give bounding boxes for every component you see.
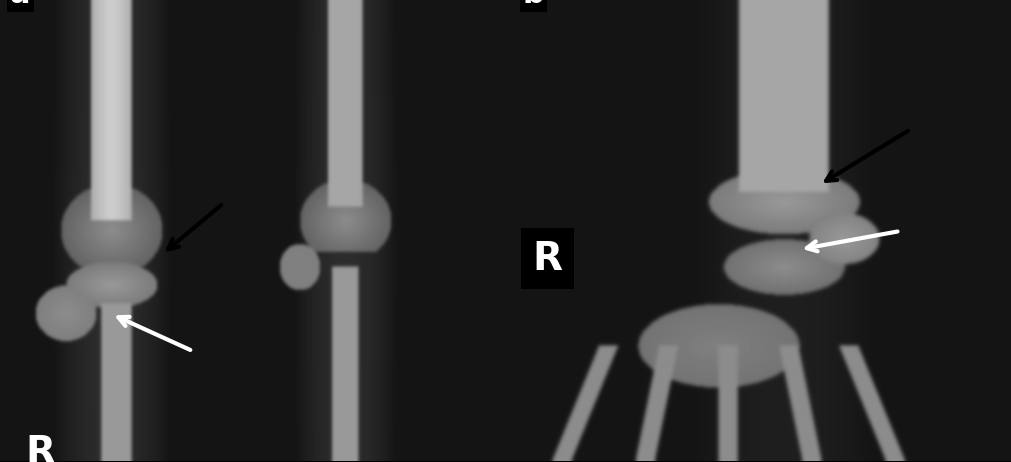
Text: a: a [10, 0, 30, 9]
Text: R: R [25, 434, 56, 462]
Text: b: b [523, 0, 544, 9]
Text: R: R [533, 240, 563, 278]
